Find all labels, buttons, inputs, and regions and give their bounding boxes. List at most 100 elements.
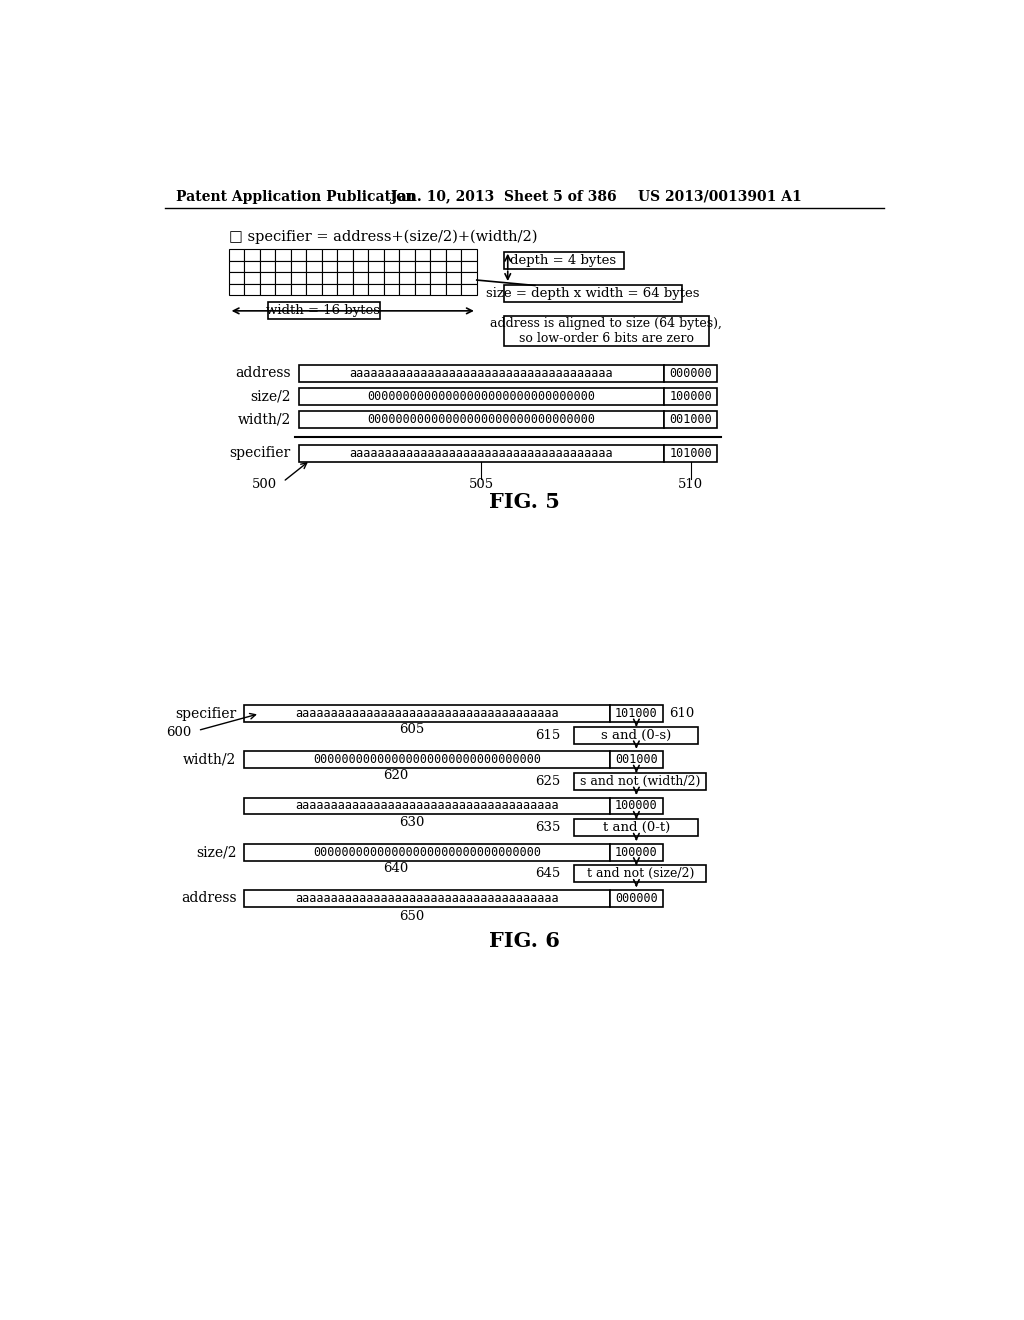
Text: 625: 625 [536,775,560,788]
Bar [245,272,260,284]
Bar [369,272,384,284]
Text: 635: 635 [536,821,560,834]
Bar [610,797,663,814]
Bar [369,249,384,261]
Text: aaaaaaaaaaaaaaaaaaaaaaaaaaaaaaaaaaaaa: aaaaaaaaaaaaaaaaaaaaaaaaaaaaaaaaaaaaa [349,446,613,459]
Bar [306,249,322,261]
Bar [445,284,461,296]
Text: 645: 645 [536,867,560,880]
Bar [245,261,260,272]
Bar [610,843,663,861]
Text: 100000: 100000 [615,800,657,813]
Bar [245,705,610,722]
Text: width/2: width/2 [183,752,237,767]
Bar [445,249,461,261]
Bar [430,261,445,272]
Text: t and (0-t): t and (0-t) [603,821,670,834]
Bar [352,249,369,261]
Text: Jan. 10, 2013  Sheet 5 of 386: Jan. 10, 2013 Sheet 5 of 386 [391,190,617,203]
Text: 00000000000000000000000000000000: 00000000000000000000000000000000 [313,846,541,859]
Bar [610,705,663,722]
Bar [267,302,380,319]
Bar [245,843,610,861]
Text: aaaaaaaaaaaaaaaaaaaaaaaaaaaaaaaaaaaaa: aaaaaaaaaaaaaaaaaaaaaaaaaaaaaaaaaaaaa [295,708,559,721]
Text: 00000000000000000000000000000000: 00000000000000000000000000000000 [313,754,541,767]
Bar [610,751,663,768]
Text: 620: 620 [384,770,409,783]
Bar [322,261,337,272]
Bar [337,261,352,272]
Bar [260,272,275,284]
Text: width = 16 bytes: width = 16 bytes [266,305,380,317]
Bar [399,284,415,296]
Text: width/2: width/2 [238,412,291,426]
Bar [384,249,399,261]
Bar [322,249,337,261]
Bar [337,284,352,296]
Text: size/2: size/2 [250,389,291,404]
Text: FIG. 5: FIG. 5 [489,492,560,512]
Bar [306,272,322,284]
Bar [306,261,322,272]
Bar [299,388,665,405]
Bar [665,411,717,428]
Bar [430,249,445,261]
Bar [574,774,707,789]
Text: aaaaaaaaaaaaaaaaaaaaaaaaaaaaaaaaaaaaa: aaaaaaaaaaaaaaaaaaaaaaaaaaaaaaaaaaaaa [295,892,559,906]
Bar [291,272,306,284]
Bar [461,249,477,261]
Text: 640: 640 [384,862,409,875]
Text: 100000: 100000 [670,389,712,403]
Bar [275,284,291,296]
Text: specifier: specifier [175,706,237,721]
Bar [275,261,291,272]
Bar [415,249,430,261]
Bar [415,284,430,296]
Bar [399,249,415,261]
Bar [574,726,698,743]
Bar [574,866,707,882]
Bar [384,272,399,284]
Text: 101000: 101000 [615,708,657,721]
Bar [291,249,306,261]
Text: size = depth x width = 64 bytes: size = depth x width = 64 bytes [486,288,699,301]
Text: 505: 505 [469,478,494,491]
Bar [228,272,245,284]
Text: 510: 510 [678,478,703,491]
Bar [665,364,717,381]
Bar [384,284,399,296]
Bar [291,284,306,296]
Text: 615: 615 [536,730,560,742]
Text: 001000: 001000 [615,754,657,767]
Bar [399,261,415,272]
Bar [306,284,322,296]
Text: 00000000000000000000000000000000: 00000000000000000000000000000000 [368,389,595,403]
Text: 100000: 100000 [615,846,657,859]
Bar [228,284,245,296]
Text: Patent Application Publication: Patent Application Publication [176,190,416,203]
Bar [322,284,337,296]
Bar [665,388,717,405]
Bar [245,890,610,907]
Text: 630: 630 [399,816,424,829]
Bar [430,284,445,296]
Bar [610,890,663,907]
Text: t and not (size/2): t and not (size/2) [587,867,694,880]
Text: s and (0-s): s and (0-s) [601,729,672,742]
Bar [245,284,260,296]
Text: address: address [236,366,291,380]
Text: 610: 610 [669,708,694,721]
Bar [337,249,352,261]
Bar [504,252,624,268]
Bar [352,272,369,284]
Text: address is aligned to size (64 bytes),
so low-order 6 bits are zero: address is aligned to size (64 bytes), s… [490,317,722,345]
Text: 605: 605 [399,723,424,737]
Text: aaaaaaaaaaaaaaaaaaaaaaaaaaaaaaaaaaaaa: aaaaaaaaaaaaaaaaaaaaaaaaaaaaaaaaaaaaa [295,800,559,813]
Text: 00000000000000000000000000000000: 00000000000000000000000000000000 [368,413,595,426]
Text: □ specifier = address+(size/2)+(width/2): □ specifier = address+(size/2)+(width/2) [228,230,538,244]
Bar [399,272,415,284]
Bar [461,272,477,284]
Bar [260,284,275,296]
Bar [322,272,337,284]
Bar [384,261,399,272]
